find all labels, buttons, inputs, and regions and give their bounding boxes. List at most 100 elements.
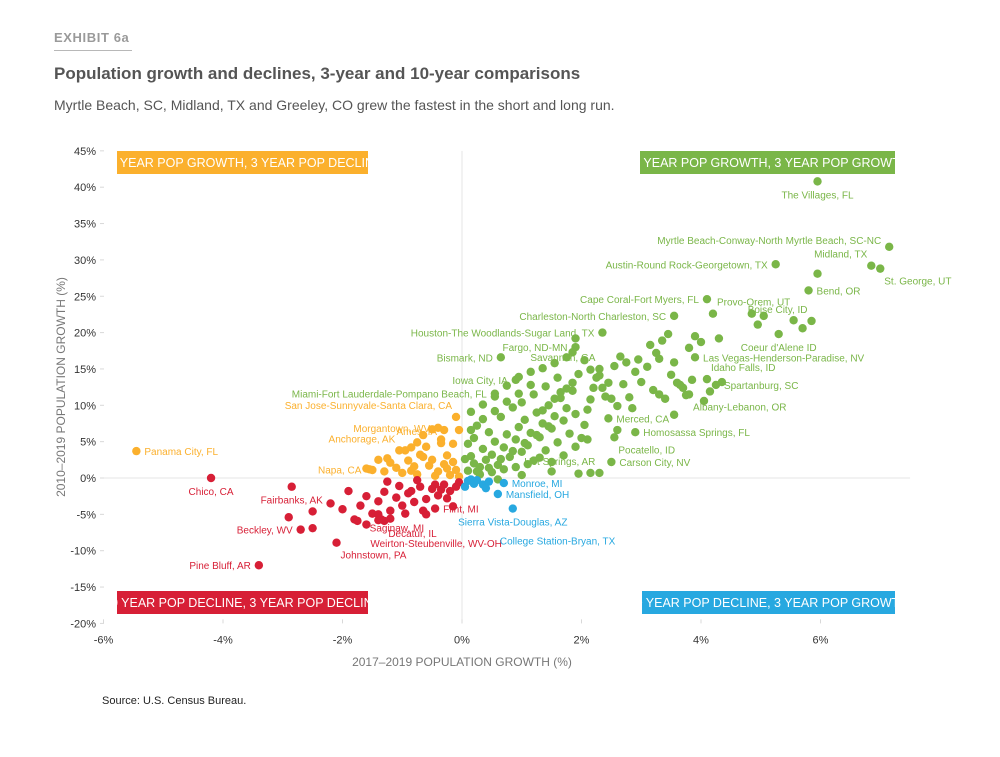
data-point-labeled bbox=[499, 478, 509, 488]
point-label: Pocatello, ID bbox=[618, 445, 675, 456]
data-point-labeled bbox=[771, 260, 780, 269]
data-point bbox=[374, 455, 383, 465]
x-axis-title: 2017–2019 POPULATION GROWTH (%) bbox=[352, 655, 572, 669]
data-point bbox=[637, 377, 646, 387]
x-tick-label: -4% bbox=[213, 634, 233, 646]
data-point bbox=[472, 467, 482, 476]
point-label: Mansfield, OH bbox=[506, 490, 569, 501]
point-label: San Jose-Sunnyvale-Santa Clara, CA bbox=[285, 401, 453, 412]
data-point-labeled bbox=[813, 177, 822, 186]
data-point bbox=[356, 501, 365, 510]
data-point bbox=[675, 380, 685, 390]
data-point bbox=[634, 355, 643, 364]
data-point-labeled bbox=[595, 364, 604, 374]
data-point bbox=[651, 348, 661, 358]
point-label: Weirton-Steubenville, WV-OH bbox=[370, 539, 502, 550]
point-label: Spartanburg, SC bbox=[724, 381, 799, 392]
data-point bbox=[326, 499, 335, 508]
x-tick-label: -2% bbox=[333, 634, 353, 646]
data-point bbox=[526, 367, 535, 377]
point-label: Homosassa Springs, FL bbox=[643, 428, 750, 439]
data-point-labeled bbox=[708, 309, 718, 318]
data-point bbox=[466, 407, 476, 417]
data-point bbox=[410, 497, 419, 507]
y-tick-label: 5% bbox=[80, 437, 96, 449]
data-point bbox=[550, 412, 559, 421]
y-axis-title: 2010–2019 POPULATION GROWTH (%) bbox=[54, 277, 68, 497]
point-label: Fairbanks, AK bbox=[261, 496, 324, 507]
y-tick-label: 25% bbox=[74, 291, 96, 303]
quadrant-label-top-right: 10 YEAR POP GROWTH, 3 YEAR POP GROWTH bbox=[626, 156, 908, 170]
data-point bbox=[374, 497, 383, 506]
point-label: Anchorage, AK bbox=[329, 434, 396, 445]
data-point bbox=[613, 425, 622, 435]
data-point bbox=[502, 430, 512, 439]
data-point-labeled bbox=[711, 380, 721, 390]
y-tick-label: 30% bbox=[74, 255, 96, 267]
point-label: Houston-The Woodlands-Sugar Land, TX bbox=[411, 329, 595, 340]
data-point bbox=[535, 453, 544, 462]
data-point bbox=[496, 412, 506, 422]
data-point-labeled bbox=[395, 446, 404, 455]
data-point bbox=[362, 520, 371, 529]
data-point bbox=[338, 505, 347, 514]
data-point-labeled bbox=[607, 457, 616, 467]
data-point bbox=[353, 516, 362, 526]
source-note: Source: U.S. Census Bureau. bbox=[102, 695, 247, 707]
data-point bbox=[451, 482, 461, 491]
data-point bbox=[436, 485, 446, 494]
data-point bbox=[511, 462, 520, 472]
point-labels: The Villages, FL Myrtle Beach-Conway-Nort… bbox=[144, 190, 951, 572]
data-point bbox=[469, 433, 479, 443]
point-label: Napa, CA bbox=[318, 465, 362, 476]
data-point bbox=[430, 471, 440, 481]
data-point bbox=[517, 447, 526, 457]
data-point bbox=[421, 494, 431, 504]
data-point-labeled bbox=[631, 427, 640, 437]
data-point bbox=[308, 523, 317, 533]
data-point bbox=[714, 334, 724, 343]
y-tick-label: 40% bbox=[74, 182, 96, 194]
data-point bbox=[553, 373, 562, 382]
point-label: Ames, IA bbox=[397, 427, 438, 438]
data-point bbox=[559, 451, 568, 460]
data-point bbox=[747, 309, 756, 318]
data-point bbox=[284, 513, 293, 522]
data-points bbox=[132, 177, 894, 570]
point-label: College Station-Bryan, TX bbox=[500, 537, 616, 548]
point-label: Beckley, WV bbox=[237, 526, 293, 537]
data-point-labeled bbox=[604, 414, 613, 423]
data-point-labeled bbox=[804, 286, 813, 295]
data-point bbox=[666, 370, 676, 379]
data-point bbox=[448, 439, 458, 449]
point-label: Charleston-North Charleston, SC bbox=[519, 312, 666, 323]
point-label: Bend, OR bbox=[817, 286, 861, 297]
data-point bbox=[490, 437, 500, 446]
x-tick-label: 0% bbox=[454, 634, 470, 646]
data-point bbox=[412, 438, 422, 447]
data-point bbox=[798, 324, 807, 333]
data-point bbox=[523, 459, 532, 469]
point-label: Chico, CA bbox=[189, 487, 234, 498]
data-point bbox=[544, 422, 553, 431]
data-point bbox=[631, 367, 640, 377]
data-point bbox=[586, 468, 595, 478]
data-point-labeled bbox=[885, 242, 894, 252]
point-label: Cape Coral-Fort Myers, FL bbox=[580, 295, 699, 306]
data-point bbox=[586, 365, 595, 374]
data-point bbox=[490, 406, 500, 416]
y-tick-label: 45% bbox=[74, 146, 96, 158]
data-point bbox=[499, 465, 509, 474]
data-point bbox=[472, 421, 482, 430]
data-point bbox=[445, 486, 455, 496]
data-point bbox=[649, 385, 658, 395]
data-point bbox=[454, 425, 464, 435]
data-point bbox=[392, 493, 401, 502]
data-point-labeled bbox=[421, 510, 431, 519]
data-point bbox=[559, 416, 568, 425]
data-point-labeled bbox=[598, 328, 607, 337]
data-point-labeled bbox=[496, 353, 506, 362]
data-point bbox=[541, 382, 550, 391]
point-label: Pine Bluff, AR bbox=[189, 561, 251, 572]
data-point bbox=[556, 388, 565, 397]
